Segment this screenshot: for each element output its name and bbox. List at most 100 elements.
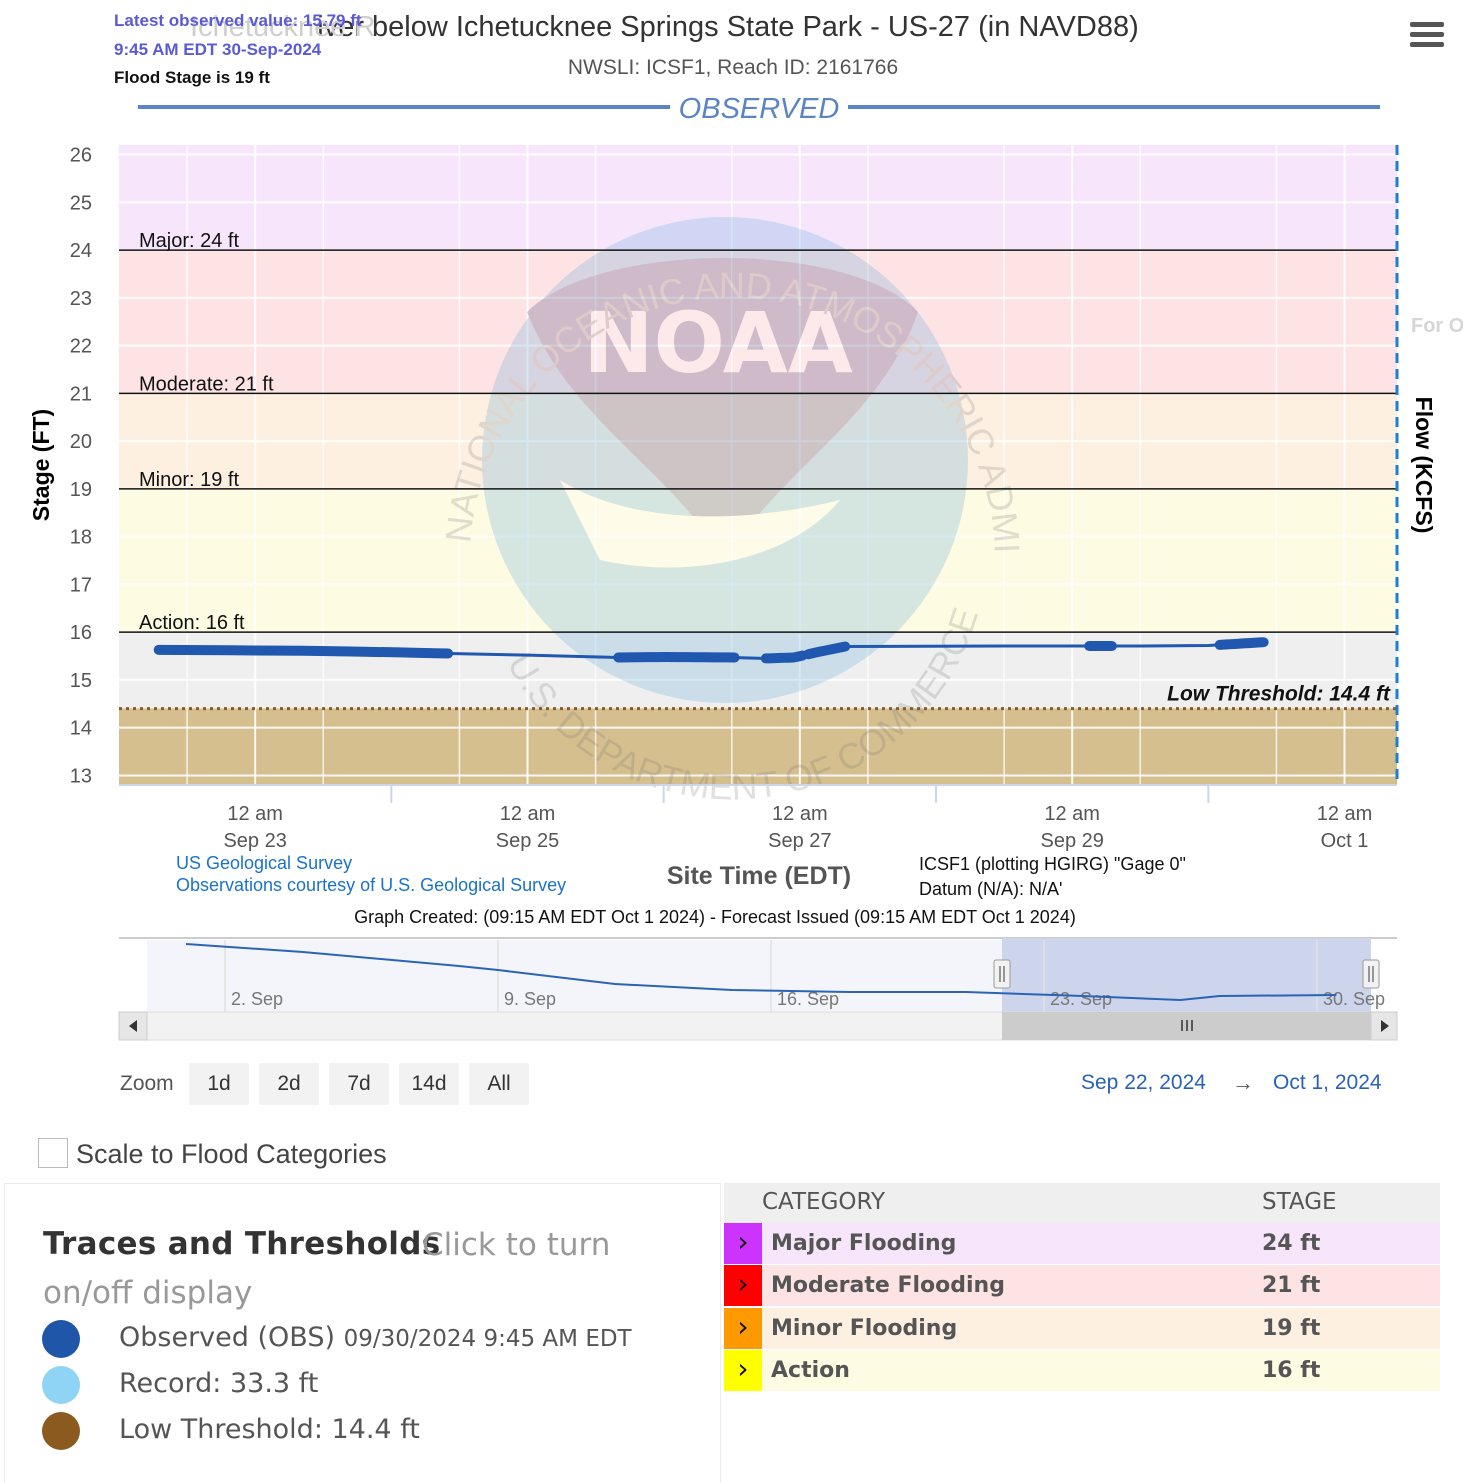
observed-dense-segment (613, 652, 740, 663)
chevron-right-icon: › (737, 1352, 749, 1385)
category-action-name: Action (771, 1358, 850, 1383)
scroll-left-button[interactable] (118, 1011, 148, 1041)
source-link-usgs[interactable]: US Geological Survey (176, 853, 352, 873)
band-moderate (119, 250, 1397, 394)
plotting-note: ICSF1 (plotting HGIRG) "Gage 0" (919, 854, 1186, 874)
legend-record-label: Record: 33.3 ft (119, 1368, 319, 1399)
scroll-right-button[interactable] (1370, 1011, 1398, 1041)
watermark-bird (527, 258, 918, 560)
arrow-right-icon (1381, 1020, 1389, 1032)
watermark-wing (560, 480, 840, 568)
latest-time: 9:45 AM EDT 30-Sep-2024 (114, 40, 322, 59)
threshold-label: Moderate: 21 ft (139, 373, 274, 395)
legend-item-record[interactable]: Record: 33.3 ft (5, 1364, 705, 1404)
x-tick-label: 12 am (227, 803, 283, 825)
category-minor-name: Minor Flooding (771, 1316, 958, 1341)
y-tick-label: 25 (70, 192, 92, 214)
legend-hint-a: Click to turn (422, 1227, 611, 1263)
legend-title: Traces and Thresholds (43, 1226, 441, 1262)
range-arrow-icon: → (1232, 1070, 1254, 1095)
navigator-label: 30. Sep (1323, 989, 1385, 1009)
scale-to-flood-label[interactable]: Scale to Flood Categories (76, 1139, 387, 1169)
chart-title: iver below Ichetucknee Springs State Par… (317, 11, 1139, 43)
threshold-label: Minor: 19 ft (139, 469, 239, 491)
scale-to-flood-checkbox[interactable] (38, 1138, 68, 1168)
watermark-noaa-text: NOAA (583, 294, 852, 392)
legend-hint-b: on/off display (43, 1275, 253, 1311)
category-column-header: CATEGORY (762, 1189, 886, 1215)
y-axis-title: Stage (FT) (28, 409, 54, 521)
band-low (119, 708, 1397, 785)
legend-panel: Traces and Thresholds Click to turn on/o… (4, 1183, 721, 1483)
x-tick-label: 12 am (1317, 803, 1373, 825)
category-row-major[interactable]: › Major Flooding 24 ft (724, 1223, 1440, 1264)
x-tick-label: 12 am (772, 803, 828, 825)
category-action-stage: 16 ft (1262, 1358, 1321, 1383)
datum-note: Datum (N/A): N/A' (919, 879, 1062, 899)
low-threshold-label: Low Threshold: 14.4 ft (1167, 683, 1391, 706)
category-major-stage: 24 ft (1262, 1231, 1321, 1256)
latest-value: Latest observed value: 15.79 ft (114, 11, 362, 30)
navigator-label: 23. Sep (1050, 989, 1112, 1009)
observed-dense-segment (760, 650, 808, 664)
navigator-label: 9. Sep (504, 989, 556, 1009)
navigator-series (185, 943, 1337, 1002)
zoom-label: Zoom (120, 1072, 174, 1095)
navigator-right-handle[interactable] (1362, 959, 1380, 989)
observed-series (153, 637, 1269, 664)
category-major-name: Major Flooding (771, 1231, 957, 1256)
y-tick-label: 14 (70, 718, 92, 740)
legend-item-observed[interactable]: Observed (OBS) 09/30/2024 9:45 AM EDT (5, 1318, 705, 1358)
legend-item-low-threshold[interactable]: Low Threshold: 14.4 ft (5, 1410, 705, 1450)
category-major-swatch: › (724, 1223, 762, 1264)
x-tick-label: 12 am (500, 803, 556, 825)
observed-dense-segment (1214, 637, 1269, 650)
observed-dense-segment (803, 641, 851, 660)
category-row-action[interactable]: › Action 16 ft (724, 1350, 1440, 1391)
x-tick-label: Sep 29 (1040, 830, 1103, 852)
zoom-all-button[interactable]: All (469, 1063, 529, 1105)
range-navigator[interactable]: 2. Sep 9. Sep 16. Sep 23. Sep 30. Sep (118, 937, 1398, 1041)
range-to-date[interactable]: Oct 1, 2024 (1273, 1071, 1382, 1094)
legend-low-threshold-label: Low Threshold: 14.4 ft (119, 1414, 420, 1445)
navigator-label: 2. Sep (231, 989, 283, 1009)
x-tick-label: Oct 1 (1321, 830, 1369, 852)
y-tick-label: 21 (70, 383, 92, 405)
legend-observed-detail: 09/30/2024 9:45 AM EDT (343, 1326, 632, 1352)
arrow-left-icon (129, 1020, 137, 1032)
threshold-label: Action: 16 ft (139, 612, 245, 634)
flood-stage-note: Flood Stage is 19 ft (114, 68, 270, 87)
hydrograph-chart: NOAA NATIONAL OCEANIC AND ATMOSPHERIC AD… (0, 0, 1463, 1041)
zoom-7d-button[interactable]: 7d (329, 1063, 389, 1105)
category-minor-swatch: › (724, 1308, 762, 1349)
x-tick-label: Sep 23 (223, 830, 286, 852)
x-tick-label: Sep 25 (496, 830, 559, 852)
category-row-minor[interactable]: › Minor Flooding 19 ft (724, 1308, 1440, 1349)
zoom-2d-button[interactable]: 2d (259, 1063, 319, 1105)
threshold-label: Major: 24 ft (139, 230, 239, 252)
y2-axis-title: Flow (KCFS) (1411, 397, 1437, 534)
navigator-left-handle[interactable] (993, 959, 1011, 989)
range-from-date[interactable]: Sep 22, 2024 (1081, 1071, 1206, 1094)
category-moderate-name: Moderate Flooding (771, 1273, 1005, 1298)
y-tick-label: 19 (70, 479, 92, 501)
source-link-observations[interactable]: Observations courtesy of U.S. Geological… (176, 875, 566, 895)
observed-banner: OBSERVED (679, 93, 840, 125)
hamburger-menu-icon[interactable] (1410, 22, 1444, 47)
category-row-moderate[interactable]: › Moderate Flooding 21 ft (724, 1265, 1440, 1306)
x-axis-ticks: 12 am Sep 23 12 am Sep 25 12 am Sep 27 12 am Se… (119, 784, 1397, 852)
navigator-label: 16. Sep (777, 989, 839, 1009)
chevron-right-icon: › (737, 1310, 749, 1343)
y-tick-label: 13 (70, 765, 92, 787)
chart-title-hidden-prefix: Ichetucknee R (190, 11, 375, 43)
threshold-lines: Major: 24 ft Moderate: 21 ft Minor: 19 ft A… (119, 230, 1397, 711)
zoom-1d-button[interactable]: 1d (189, 1063, 249, 1105)
y-axis-ticks: 13 14 15 16 17 18 19 20 21 22 23 24 25 26 (70, 145, 92, 788)
legend-observed-dot (42, 1320, 80, 1358)
y-tick-label: 15 (70, 670, 92, 692)
y-tick-label: 17 (70, 574, 92, 596)
category-moderate-swatch: › (724, 1265, 762, 1306)
zoom-14d-button[interactable]: 14d (399, 1063, 459, 1105)
legend-observed-label: Observed (OBS) (119, 1322, 335, 1353)
band-major (119, 145, 1397, 251)
